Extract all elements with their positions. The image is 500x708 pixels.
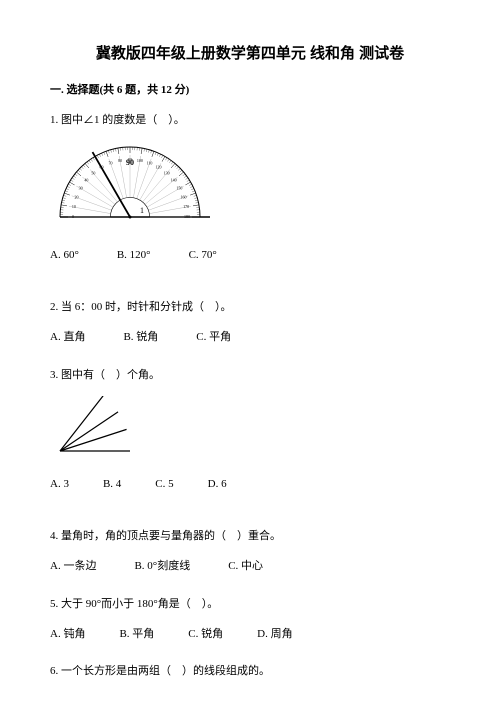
q4-optB: B. 0°刻度线 bbox=[134, 557, 190, 577]
q1-optB: B. 120° bbox=[117, 246, 151, 266]
svg-text:120: 120 bbox=[156, 164, 162, 169]
svg-text:90: 90 bbox=[126, 158, 134, 167]
svg-text:20: 20 bbox=[74, 194, 78, 199]
q2-optC: C. 平角 bbox=[196, 328, 231, 348]
protractor-icon: 0102030405060708090100110120130140150160… bbox=[50, 141, 210, 227]
q2-options: A. 直角 B. 锐角 C. 平角 bbox=[50, 328, 450, 348]
question-1: 1. 图中∠1 的度数是（ ）。 bbox=[50, 111, 450, 131]
svg-text:70: 70 bbox=[109, 160, 113, 165]
q3-figure bbox=[50, 396, 450, 464]
svg-text:140: 140 bbox=[171, 177, 177, 182]
q5-text: 5. 大于 90°而小于 180°角是（ ）。 bbox=[50, 595, 450, 615]
q3-text: 3. 图中有（ ）个角。 bbox=[50, 366, 450, 386]
svg-text:50: 50 bbox=[91, 170, 95, 175]
q1-optC: C. 70° bbox=[189, 246, 217, 266]
q3-optC: C. 5 bbox=[155, 475, 173, 495]
q1-optA: A. 60° bbox=[50, 246, 79, 266]
q5-optA: A. 钝角 bbox=[50, 625, 85, 645]
svg-text:160: 160 bbox=[181, 194, 187, 199]
q4-optA: A. 一条边 bbox=[50, 557, 96, 577]
question-6: 6. 一个长方形是由两组（ ）的线段组成的。 bbox=[50, 662, 450, 682]
q3-options: A. 3 B. 4 C. 5 D. 6 bbox=[50, 475, 450, 495]
q1-figure: 0102030405060708090100110120130140150160… bbox=[50, 141, 450, 235]
q2-text: 2. 当 6：00 时，时针和分针成（ ）。 bbox=[50, 298, 450, 318]
svg-text:1: 1 bbox=[140, 206, 144, 215]
question-4: 4. 量角时，角的顶点要与量角器的（ ）重合。 bbox=[50, 527, 450, 547]
svg-text:10: 10 bbox=[72, 204, 76, 209]
svg-text:100: 100 bbox=[137, 157, 143, 162]
q2-optB: B. 锐角 bbox=[123, 328, 158, 348]
q4-options: A. 一条边 B. 0°刻度线 C. 中心 bbox=[50, 557, 450, 577]
q5-optD: D. 周角 bbox=[257, 625, 292, 645]
svg-text:130: 130 bbox=[164, 170, 170, 175]
q5-optB: B. 平角 bbox=[119, 625, 154, 645]
q3-optD: D. 6 bbox=[208, 475, 227, 495]
question-5: 5. 大于 90°而小于 180°角是（ ）。 bbox=[50, 595, 450, 615]
q2-optA: A. 直角 bbox=[50, 328, 85, 348]
q3-optB: B. 4 bbox=[103, 475, 121, 495]
q5-options: A. 钝角 B. 平角 C. 锐角 D. 周角 bbox=[50, 625, 450, 645]
q5-optC: C. 锐角 bbox=[188, 625, 223, 645]
q1-text: 1. 图中∠1 的度数是（ ）。 bbox=[50, 111, 450, 131]
q4-optC: C. 中心 bbox=[228, 557, 263, 577]
svg-text:0: 0 bbox=[72, 214, 74, 219]
svg-text:80: 80 bbox=[118, 157, 122, 162]
svg-text:110: 110 bbox=[147, 160, 153, 165]
question-3: 3. 图中有（ ）个角。 bbox=[50, 366, 450, 386]
svg-text:170: 170 bbox=[183, 204, 189, 209]
section-1-header: 一. 选择题(共 6 题，共 12 分) bbox=[50, 81, 450, 101]
svg-text:40: 40 bbox=[84, 177, 88, 182]
svg-text:30: 30 bbox=[79, 185, 83, 190]
q4-text: 4. 量角时，角的顶点要与量角器的（ ）重合。 bbox=[50, 527, 450, 547]
svg-text:150: 150 bbox=[176, 185, 182, 190]
svg-text:180: 180 bbox=[184, 214, 190, 219]
page-title: 冀教版四年级上册数学第四单元 线和角 测试卷 bbox=[50, 40, 450, 67]
angle-rays-icon bbox=[50, 396, 140, 456]
q6-text: 6. 一个长方形是由两组（ ）的线段组成的。 bbox=[50, 662, 450, 682]
q1-options: A. 60° B. 120° C. 70° bbox=[50, 246, 450, 266]
q3-optA: A. 3 bbox=[50, 475, 69, 495]
question-2: 2. 当 6：00 时，时针和分针成（ ）。 bbox=[50, 298, 450, 318]
